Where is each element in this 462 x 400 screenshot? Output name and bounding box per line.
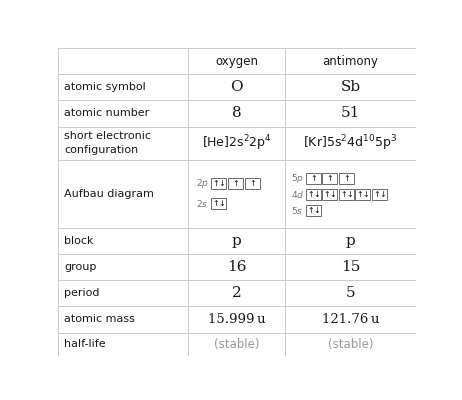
Text: ↓: ↓ [313, 190, 320, 199]
Text: (stable): (stable) [214, 338, 260, 351]
Text: ↓: ↓ [313, 206, 320, 215]
Text: 15: 15 [341, 260, 360, 274]
Text: 51: 51 [341, 106, 360, 120]
Text: ↑: ↑ [340, 190, 346, 199]
Text: ↑: ↑ [310, 174, 317, 182]
Text: 15.999 u: 15.999 u [208, 313, 266, 326]
Text: ↑: ↑ [323, 190, 330, 199]
Text: ↑: ↑ [249, 179, 256, 188]
Bar [355, 188, 371, 200]
Text: ↑: ↑ [213, 179, 219, 188]
Text: 5: 5 [346, 286, 355, 300]
Text: ↓: ↓ [219, 179, 225, 188]
Text: p: p [346, 234, 355, 248]
Text: ↓: ↓ [219, 199, 225, 208]
Text: ↑: ↑ [327, 174, 333, 182]
Text: 121.76 u: 121.76 u [322, 313, 379, 326]
Bar [306, 188, 321, 200]
Text: $2p$: $2p$ [196, 177, 209, 190]
Text: ↓: ↓ [379, 190, 386, 199]
Bar [306, 204, 321, 216]
Text: $5s$: $5s$ [291, 205, 303, 216]
Text: (stable): (stable) [328, 338, 373, 351]
Text: 2: 2 [232, 286, 242, 300]
Text: oxygen: oxygen [215, 54, 258, 68]
Text: $\mathregular{[Kr]5s^{2}4d^{10}5p^{3}}$: $\mathregular{[Kr]5s^{2}4d^{10}5p^{3}}$ [304, 134, 397, 153]
Text: Sb: Sb [340, 80, 360, 94]
Text: block: block [64, 236, 94, 246]
Text: $\mathregular{[He]2s^{2}2p^{4}}$: $\mathregular{[He]2s^{2}2p^{4}}$ [202, 134, 272, 153]
Bar [322, 172, 337, 184]
Text: ↑: ↑ [213, 199, 219, 208]
Text: group: group [64, 262, 97, 272]
Bar [211, 178, 226, 189]
Text: ↓: ↓ [329, 190, 336, 199]
Bar [339, 188, 354, 200]
Text: ↑: ↑ [356, 190, 363, 199]
Text: Aufbau diagram: Aufbau diagram [64, 189, 154, 199]
Bar [211, 198, 226, 209]
Bar [372, 188, 387, 200]
Text: antimony: antimony [322, 54, 378, 68]
Text: ↑: ↑ [232, 179, 239, 188]
Text: $4d$: $4d$ [291, 189, 304, 200]
Text: 16: 16 [227, 260, 247, 274]
Bar [306, 172, 321, 184]
Text: atomic symbol: atomic symbol [64, 82, 146, 92]
Text: ↑: ↑ [307, 190, 314, 199]
Text: atomic mass: atomic mass [64, 314, 135, 324]
Text: ↑: ↑ [307, 206, 314, 215]
Text: short electronic
configuration: short electronic configuration [64, 132, 151, 156]
Text: O: O [231, 80, 243, 94]
Text: 8: 8 [232, 106, 242, 120]
Bar [339, 172, 354, 184]
Bar [322, 188, 337, 200]
Text: p: p [232, 234, 242, 248]
Bar [228, 178, 243, 189]
Text: $2s$: $2s$ [196, 198, 208, 209]
Text: atomic number: atomic number [64, 108, 149, 118]
Text: ↑: ↑ [373, 190, 380, 199]
Text: ↓: ↓ [346, 190, 353, 199]
Bar [245, 178, 260, 189]
Text: $5p$: $5p$ [291, 172, 304, 184]
Text: ↑: ↑ [343, 174, 350, 182]
Text: ↓: ↓ [363, 190, 369, 199]
Text: half-life: half-life [64, 339, 106, 349]
Text: period: period [64, 288, 100, 298]
